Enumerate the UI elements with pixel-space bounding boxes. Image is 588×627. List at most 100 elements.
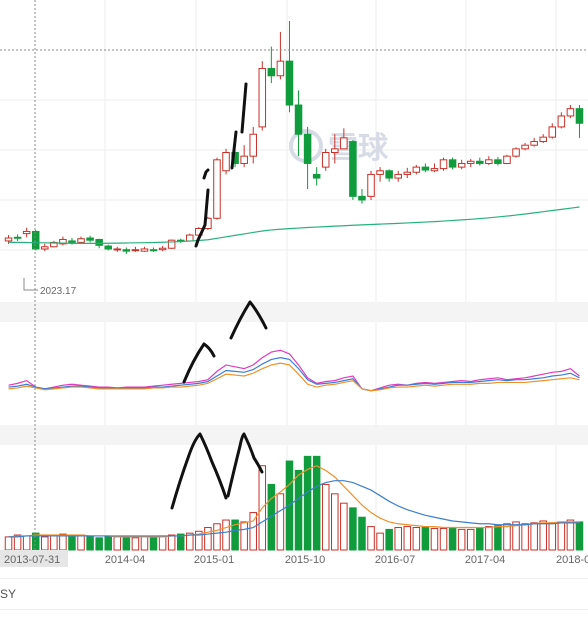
candle-body [548, 126, 557, 138]
volume-bar [557, 521, 566, 551]
candle-body [340, 137, 348, 150]
volume-bar [358, 516, 366, 551]
volume-bar [77, 534, 85, 551]
volume-ma-slow-line [8, 480, 580, 538]
volume-bar [430, 527, 439, 551]
stock-chart[interactable]: 雪球 2023.17 2014-04 2015-01 2015-10 2016-07 2… [0, 0, 588, 578]
volume-bar [249, 512, 257, 551]
candle-body [539, 136, 547, 143]
volume-bar [394, 527, 402, 551]
volume-bar [186, 532, 194, 551]
x-axis-tick-label: 2018-0 [556, 554, 588, 566]
volume-bar [294, 469, 303, 551]
annotation-stroke-3 [230, 130, 238, 170]
volume-bar [412, 527, 421, 551]
candle-body [430, 168, 439, 172]
candle-body [158, 247, 167, 251]
candle-body [385, 170, 393, 179]
candle-body [249, 133, 257, 157]
volume-bar [113, 536, 122, 551]
candle-body [131, 249, 140, 252]
volume-bar [50, 534, 58, 551]
volume-bar [312, 455, 321, 551]
kdj-j-line [8, 362, 580, 392]
crosshair: 2023.17 [0, 0, 588, 567]
volume-bar [485, 526, 493, 551]
volume-bar [149, 536, 158, 551]
candle-body [512, 148, 520, 157]
kdj-d-line [8, 356, 580, 392]
volume-bar [349, 507, 357, 551]
volume-bar [566, 519, 575, 551]
candle-body [412, 166, 421, 173]
candle-body [77, 238, 85, 243]
candle-body [13, 236, 22, 239]
volume-bar [213, 523, 221, 551]
price-panel[interactable] [4, 20, 584, 255]
x-axis-tick-label: 2017-04 [465, 554, 505, 566]
candle-body [267, 67, 276, 77]
volume-bar [421, 527, 430, 551]
candle-body [476, 160, 484, 164]
indicator-selector-bar[interactable]: SY [0, 578, 588, 610]
candle-body [22, 230, 31, 235]
volume-bar [4, 536, 13, 551]
crosshair-date-label: 2013-07-31 [4, 554, 60, 566]
candle-body [394, 173, 402, 179]
candle-body [240, 155, 248, 164]
annotation-kdj-peak-1 [182, 342, 216, 384]
volume-bar [403, 526, 412, 551]
candle-body [349, 141, 357, 197]
candle-body [258, 67, 267, 128]
candle-body [466, 160, 475, 164]
candle-body [167, 239, 176, 249]
volume-bar [267, 483, 276, 551]
candle-body [358, 195, 366, 201]
candle-body [303, 133, 312, 164]
crosshair-price-label: 2023.17 [40, 286, 77, 297]
kdj-k-line [8, 349, 580, 392]
candle-body [403, 171, 412, 175]
volume-bar [367, 526, 375, 551]
volume-bar [466, 528, 475, 551]
candle-body [494, 159, 502, 164]
volume-panel[interactable] [4, 455, 584, 551]
volume-bar [131, 537, 140, 551]
candle-body [31, 230, 40, 250]
volume-bar [575, 521, 584, 551]
candle-body [457, 162, 466, 168]
volume-bar [448, 527, 457, 551]
candle-body [321, 152, 330, 168]
candle-body [213, 159, 221, 219]
candle-body [41, 246, 49, 250]
candle-body [312, 173, 321, 179]
volume-bar [95, 537, 103, 551]
candle-body [86, 237, 94, 241]
volume-bar [68, 535, 76, 551]
candle-body [421, 166, 430, 171]
x-axis-tick-label: 2015-01 [194, 554, 234, 566]
volume-bar [503, 523, 511, 551]
candle-body [575, 108, 584, 124]
volume-bar [195, 530, 203, 551]
volume-bar [158, 535, 167, 551]
volume-bar [176, 533, 185, 551]
moving-average-line [8, 206, 580, 245]
candle-body [331, 148, 339, 154]
chart-background [0, 0, 588, 578]
x-axis: 2014-04 2015-01 2015-10 2016-07 2017-04 2018-… [105, 554, 588, 566]
volume-bar [222, 519, 230, 551]
volume-bar [140, 536, 149, 551]
volume-bar [22, 535, 31, 551]
annotation-stroke-1 [202, 168, 210, 180]
volume-bar [494, 525, 502, 551]
volume-bar [86, 536, 94, 551]
candle-body [294, 104, 303, 135]
candle-body [367, 173, 375, 197]
candle-body [285, 60, 294, 106]
annotation-kdj-peak-2 [229, 300, 268, 340]
kdj-indicator-panel[interactable] [8, 349, 580, 392]
panel-separator-1 [0, 302, 588, 322]
volume-bar [530, 522, 538, 551]
candle-body [448, 159, 457, 168]
